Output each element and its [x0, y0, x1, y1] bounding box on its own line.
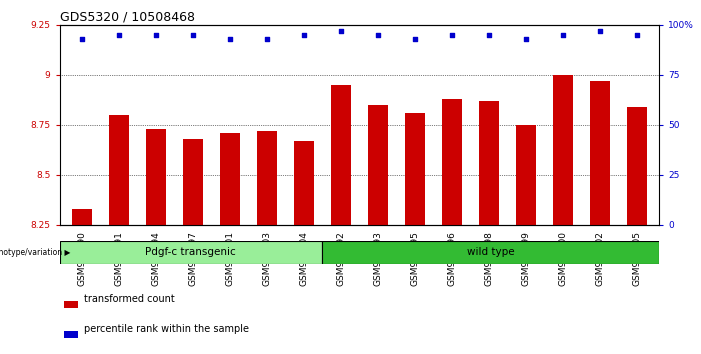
Point: [261, 36, 273, 42]
Bar: [331, 85, 351, 225]
Bar: [479, 101, 499, 225]
Point: [631, 32, 642, 38]
Text: GDS5320 / 10508468: GDS5320 / 10508468: [60, 11, 195, 24]
Point: [483, 32, 494, 38]
Bar: [404, 113, 425, 225]
Text: transformed count: transformed count: [84, 294, 175, 304]
Bar: [72, 209, 92, 225]
Point: [76, 36, 88, 42]
Bar: [590, 81, 610, 225]
Point: [372, 32, 383, 38]
Bar: [322, 241, 659, 264]
Point: [224, 36, 236, 42]
Text: genotype/variation ▶: genotype/variation ▶: [0, 248, 71, 257]
Bar: [219, 133, 240, 225]
Point: [594, 28, 606, 34]
Bar: [627, 107, 647, 225]
Text: wild type: wild type: [467, 247, 515, 257]
Text: Pdgf-c transgenic: Pdgf-c transgenic: [145, 247, 236, 257]
Point: [150, 32, 161, 38]
Bar: [64, 331, 79, 338]
Point: [335, 28, 346, 34]
Bar: [109, 115, 129, 225]
Bar: [367, 105, 388, 225]
Point: [187, 32, 198, 38]
Point: [446, 32, 457, 38]
Point: [113, 32, 124, 38]
Bar: [64, 301, 79, 308]
Point: [520, 36, 531, 42]
Point: [298, 32, 309, 38]
Bar: [60, 241, 322, 264]
Bar: [552, 75, 573, 225]
Bar: [294, 141, 314, 225]
Point: [409, 36, 421, 42]
Bar: [182, 139, 203, 225]
Bar: [146, 129, 166, 225]
Bar: [257, 131, 277, 225]
Bar: [515, 125, 536, 225]
Bar: [442, 99, 462, 225]
Point: [557, 32, 569, 38]
Text: percentile rank within the sample: percentile rank within the sample: [84, 324, 249, 334]
